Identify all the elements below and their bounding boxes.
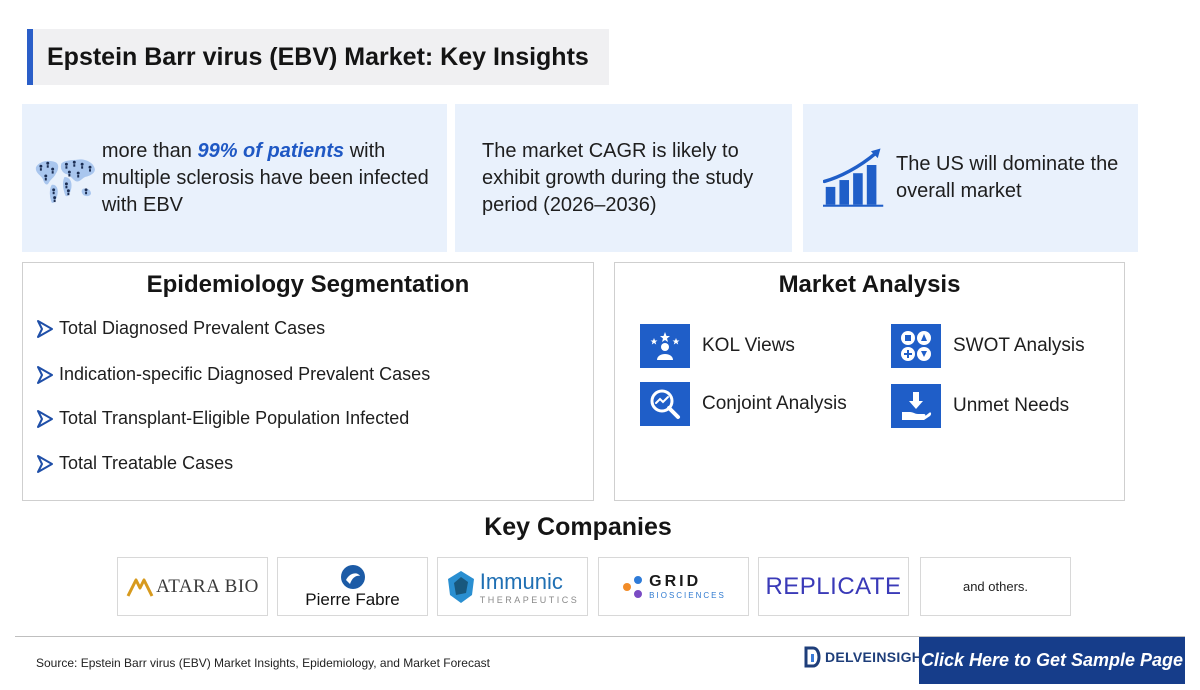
insight-card-patients: more than 99% of patients with multiple … — [22, 104, 447, 252]
logo-pierre-fabre: Pierre Fabre — [277, 557, 428, 616]
swot-icon — [891, 324, 941, 368]
delveinsight-logo-mark — [804, 646, 821, 668]
epi-item: Total Treatable Cases — [35, 453, 233, 474]
immunic-logo-mark — [447, 570, 474, 603]
delveinsight-logo: DELVEINSIGHT — [803, 646, 931, 668]
logo-grid-biosciences: GRID BIOSCIENCES — [598, 557, 749, 616]
us-insight-text: The US will dominate the overall market — [895, 153, 1119, 202]
cagr-insight-text: The market CAGR is likely to exhibit gro… — [482, 139, 754, 216]
page-title-box: Epstein Barr virus (EBV) Market: Key Ins… — [27, 29, 609, 85]
chevron-right-icon — [37, 319, 53, 338]
ma-item-kol: KOL Views — [640, 324, 795, 368]
logo-atara-bio: ATARA BIO — [117, 557, 268, 616]
patients-insight-text: more than 99% of patients with multiple … — [101, 139, 429, 216]
epi-item: Indication-specific Diagnosed Prevalent … — [35, 364, 430, 385]
epi-item: Total Diagnosed Prevalent Cases — [35, 318, 325, 339]
kol-icon — [640, 324, 690, 368]
logo-and-others: and others. — [920, 557, 1071, 616]
ma-item-conjoint: Conjoint Analysis — [640, 382, 847, 426]
atara-logo-mark — [126, 578, 154, 597]
unmet-needs-icon — [891, 384, 941, 428]
epi-item: Total Transplant-Eligible Population Inf… — [35, 408, 409, 429]
growth-chart-icon — [823, 148, 884, 207]
epidemiology-panel: Epidemiology Segmentation Total Diagnose… — [22, 262, 594, 501]
source-text: Source: Epstein Barr virus (EBV) Market … — [36, 656, 490, 670]
insight-card-cagr: The market CAGR is likely to exhibit gro… — [455, 104, 792, 252]
ma-item-unmet: Unmet Needs — [891, 384, 1069, 428]
logo-immunic: Immunic THERAPEUTICS — [437, 557, 588, 616]
chevron-right-icon — [37, 454, 53, 473]
ma-item-swot: SWOT Analysis — [891, 324, 1085, 368]
world-map-icon — [35, 159, 95, 204]
market-analysis-title: Market Analysis — [778, 271, 961, 298]
chevron-right-icon — [37, 409, 53, 428]
key-companies-title: Key Companies — [484, 513, 672, 541]
grid-logo-mark — [623, 575, 643, 598]
epidemiology-title: Epidemiology Segmentation — [146, 271, 470, 298]
footer-divider — [15, 636, 1185, 637]
chevron-right-icon — [37, 365, 53, 384]
insight-card-us: The US will dominate the overall market — [803, 104, 1138, 252]
conjoint-icon — [640, 382, 690, 426]
logo-replicate: REPLICATE — [758, 557, 909, 616]
get-sample-page-button[interactable]: Click Here to Get Sample Page — [919, 637, 1185, 684]
pierre-fabre-logo-mark — [340, 564, 365, 589]
page-title: Epstein Barr virus (EBV) Market: Key Ins… — [47, 42, 589, 71]
market-analysis-panel: Market Analysis KOL Views — [614, 262, 1125, 501]
patients-highlight: 99% of patients — [197, 139, 345, 162]
